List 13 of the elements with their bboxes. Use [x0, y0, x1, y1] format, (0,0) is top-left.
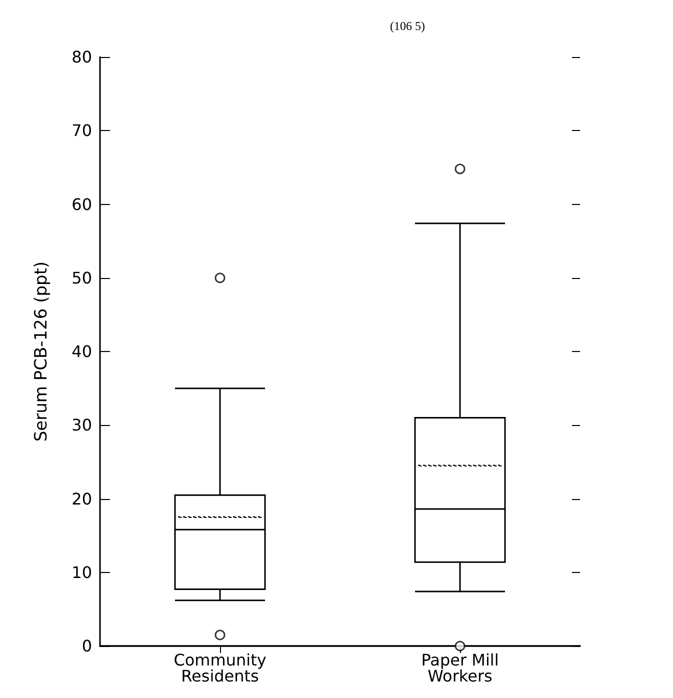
y-tick-label: 70 — [72, 121, 92, 140]
y-tick-label: 40 — [72, 342, 92, 361]
y-tick-label: 0 — [82, 636, 92, 656]
y-tick-label: 10 — [72, 562, 92, 582]
text: (106 5) — [390, 19, 425, 33]
y-tick-label: 30 — [72, 416, 92, 435]
y-tick-label: 50 — [72, 268, 92, 288]
y-tick-label: 80 — [72, 48, 92, 66]
y-tick-label: 20 — [72, 489, 92, 508]
x-tick-label: Paper Mill Workers — [421, 650, 499, 686]
y-axis-title: Serum PCB-126 (ppt) — [32, 261, 52, 442]
y-tick-label: 60 — [72, 194, 92, 214]
x-tick-label: Community Residents — [174, 650, 266, 686]
